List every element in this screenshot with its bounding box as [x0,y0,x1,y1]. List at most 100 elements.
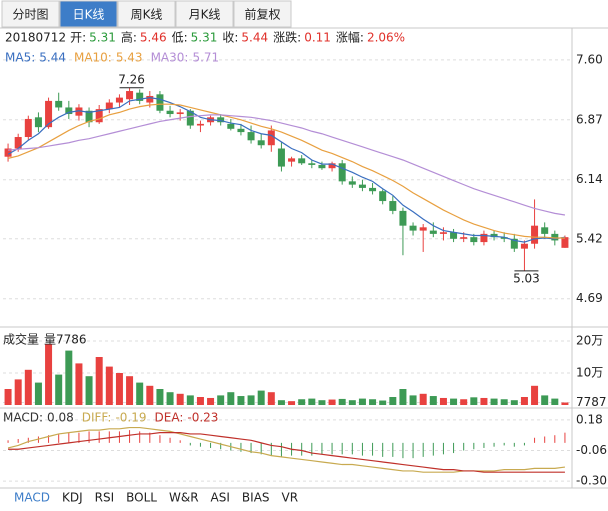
candle-body [85,110,93,123]
candle-body [4,148,12,157]
candle-body [531,225,539,244]
tab-label[interactable]: 分时图 [12,8,48,22]
volume-bar [45,344,53,405]
volume-bar [186,395,194,405]
candle-body [186,110,194,126]
volume-bar [399,389,407,405]
tab[interactable] [233,0,292,28]
candle-body [288,158,296,162]
indicator-tab[interactable]: BOLL [126,491,157,505]
candle-body [419,227,427,231]
info-text: 0.11 [304,31,331,45]
candle-body [439,232,447,234]
volume-bar [490,398,498,405]
volume-bar [126,376,134,405]
volume-bar [358,398,366,405]
y-tick-label: 20万 [576,334,603,348]
annotation: 7.26 [118,72,145,86]
candle-body [156,94,164,111]
candle-body [480,233,488,243]
indicator-tab[interactable]: KDJ [62,491,83,505]
volume-bar [510,400,518,405]
y-tick-label: 4.69 [576,291,603,305]
candle-body [257,140,265,146]
indicator-tab[interactable]: ASI [211,491,230,505]
candle-body [409,225,417,231]
candle-body [348,181,356,185]
legend-name: DEA: [155,411,184,425]
tab-label[interactable]: 日K线 [73,8,105,22]
indicator-tab[interactable]: W&R [169,491,199,505]
volume-bar [450,398,458,405]
candle-body [166,110,174,115]
indicator-tab[interactable]: VR [282,491,299,505]
volume-bar [277,400,285,405]
volume-bar [166,392,174,405]
info-text: 2.06% [367,31,405,45]
panel-title: 成交量 [3,332,39,347]
legend-value: 0.08 [47,411,74,425]
tab[interactable] [59,0,118,28]
volume-bar [247,395,255,405]
volume-bar [156,389,164,405]
legend-value: -0.23 [187,411,218,425]
y-tick-label: 5.42 [576,231,603,245]
candle-body [196,123,204,126]
info-text: 高: [121,30,137,45]
candle-body [551,233,559,241]
tab[interactable] [1,0,60,28]
volume-bar [24,369,32,405]
candle-body [561,237,569,248]
volume-bar [105,366,113,405]
volume-bar [541,395,549,405]
candle-body [115,97,123,103]
line [7,97,566,243]
candle-body [520,243,528,249]
candle-body [369,187,377,192]
legend-name: MA10: [74,51,112,65]
info-text: 5.44 [241,31,268,45]
y-tick-label: 10万 [576,366,603,380]
tab-label[interactable]: 前复权 [244,7,280,22]
volume-bar [75,363,83,405]
tab-label[interactable]: 月K线 [189,8,221,22]
volume-bar [328,399,336,405]
indicator-tab[interactable]: MACD [14,491,50,505]
volume-bar [531,385,539,405]
candle-body [45,100,53,128]
candle-body [470,237,478,243]
candle-body [510,238,518,249]
tab[interactable] [175,0,234,28]
volume-bar [65,350,73,405]
tab-label[interactable]: 周K线 [131,8,163,22]
volume-bar [95,357,103,405]
tab[interactable] [117,0,176,28]
volume-bar [4,389,12,405]
candle-body [24,118,32,138]
volume-bar [389,397,397,405]
volume-bar [115,373,123,405]
candle-body [318,164,326,169]
volume-bar [288,401,296,405]
volume-bar [136,382,144,405]
volume-bar [14,379,22,405]
legend-name: MA5: [5,51,35,65]
volume-bar [176,393,184,405]
candle-body [490,233,498,238]
indicator-tab[interactable]: RSI [95,491,115,505]
volume-bar [55,374,63,405]
candle-body [247,132,255,141]
candle-body [460,237,468,239]
info-text: 5.31 [191,31,218,45]
legend-value: 5.44 [39,51,66,65]
indicator-tab[interactable]: BIAS [242,491,270,505]
volume-bar [257,390,265,405]
candle-body [358,184,366,188]
volume-bar [146,385,154,405]
info-text: 5.31 [89,31,116,45]
volume-bar [379,400,387,405]
legend-value: 7786 [56,333,87,347]
y-tick-label: 7787 [576,395,607,409]
y-tick-label: -0.06 [576,443,607,457]
